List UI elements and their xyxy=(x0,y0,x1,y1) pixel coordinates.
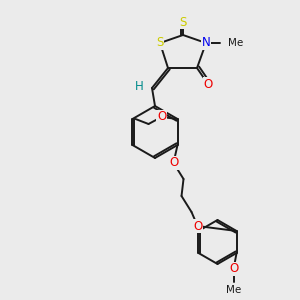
Text: O: O xyxy=(203,77,213,91)
Text: Me: Me xyxy=(226,285,241,295)
Text: H: H xyxy=(135,80,143,94)
Text: N: N xyxy=(202,37,210,50)
Text: S: S xyxy=(179,16,187,28)
Text: O: O xyxy=(229,262,238,275)
Text: O: O xyxy=(169,157,178,169)
Text: S: S xyxy=(156,37,164,50)
Text: O: O xyxy=(157,110,166,124)
Text: Me: Me xyxy=(228,38,243,48)
Text: O: O xyxy=(193,220,202,232)
